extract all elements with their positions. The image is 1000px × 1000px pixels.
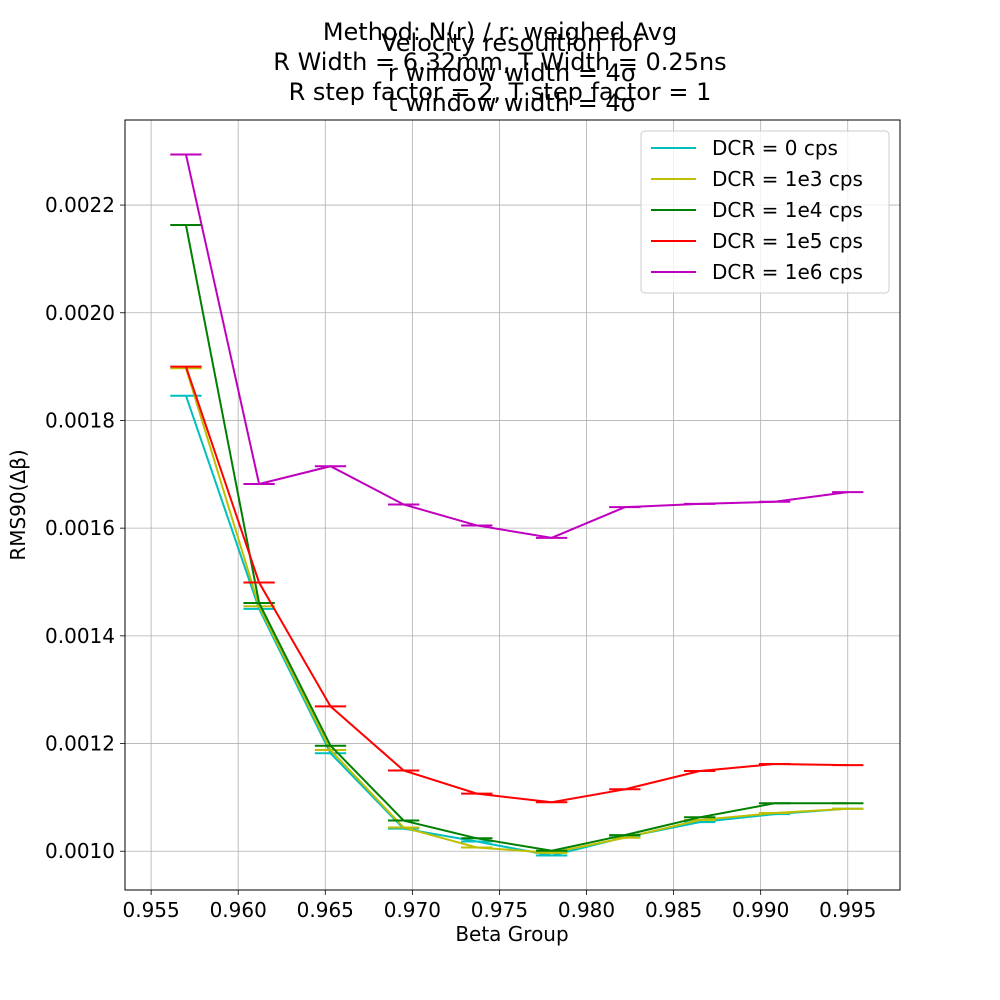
series-3 xyxy=(170,365,864,804)
legend: DCR = 0 cps DCR = 1e3 cps DCR = 1e4 cps DCR… xyxy=(640,130,890,294)
legend-box xyxy=(640,130,890,294)
title-b-line-2: r window width = 4σ xyxy=(388,59,636,87)
title-b-line-1: Velocity resoultion for xyxy=(381,29,643,57)
y-tick-label: 0.0010 xyxy=(45,839,115,863)
x-axis-label: Beta Group xyxy=(455,922,568,946)
series-1 xyxy=(170,367,864,854)
x-axis-ticks: 0.955 0.960 0.965 0.970 0.975 0.980 0.985 0.990… xyxy=(122,890,876,922)
x-tick-label: 0.995 xyxy=(819,898,876,922)
title-a-line-3: R step factor = 2, T step factor = 1 xyxy=(289,78,712,106)
title-b-line-3: t window width = 4σ xyxy=(388,89,636,117)
series-line xyxy=(185,366,848,804)
x-tick-label: 0.960 xyxy=(210,898,267,922)
series-line xyxy=(184,224,848,852)
series-layer xyxy=(170,153,864,857)
y-tick-label: 0.0014 xyxy=(45,624,115,648)
x-tick-label: 0.955 xyxy=(122,898,179,922)
y-axis-label: RMS90(Δβ) xyxy=(6,449,30,560)
title-group-b: Velocity resoultion for r window width =… xyxy=(381,29,643,117)
series-4 xyxy=(170,153,864,539)
series-line xyxy=(185,395,848,857)
x-tick-label: 0.965 xyxy=(297,898,354,922)
x-tick-label: 0.975 xyxy=(471,898,528,922)
y-tick-label: 0.0022 xyxy=(45,193,115,217)
legend-entry-label: DCR = 1e6 cps xyxy=(712,260,863,284)
legend-entry-label: DCR = 1e3 cps xyxy=(712,167,863,191)
series-line xyxy=(185,367,848,854)
y-tick-label: 0.0018 xyxy=(45,408,115,432)
series-line xyxy=(184,154,848,539)
title-group-a: Method: N(r) / r: weighed Avg R Width = … xyxy=(273,18,726,106)
legend-entry-label: DCR = 0 cps xyxy=(712,136,838,160)
legend-entry-label: DCR = 1e5 cps xyxy=(712,229,863,253)
series-2 xyxy=(170,224,864,852)
y-tick-label: 0.0020 xyxy=(45,301,115,325)
legend-entry-label: DCR = 1e4 cps xyxy=(712,198,863,222)
x-tick-label: 0.985 xyxy=(645,898,702,922)
y-axis-ticks: 0.0010 0.0012 0.0014 0.0016 0.0018 0.0020 0.00… xyxy=(45,193,125,863)
plot-frame xyxy=(124,119,901,891)
y-tick-label: 0.0012 xyxy=(45,732,115,756)
x-tick-label: 0.970 xyxy=(384,898,441,922)
title-a-line-2: R Width = 6.32mm, T Width = 0.25ns xyxy=(273,48,726,76)
x-tick-label: 0.990 xyxy=(732,898,789,922)
title-a-line-1: Method: N(r) / r: weighed Avg xyxy=(323,18,677,46)
x-tick-label: 0.980 xyxy=(558,898,615,922)
y-tick-label: 0.0016 xyxy=(45,516,115,540)
grid xyxy=(125,120,900,890)
